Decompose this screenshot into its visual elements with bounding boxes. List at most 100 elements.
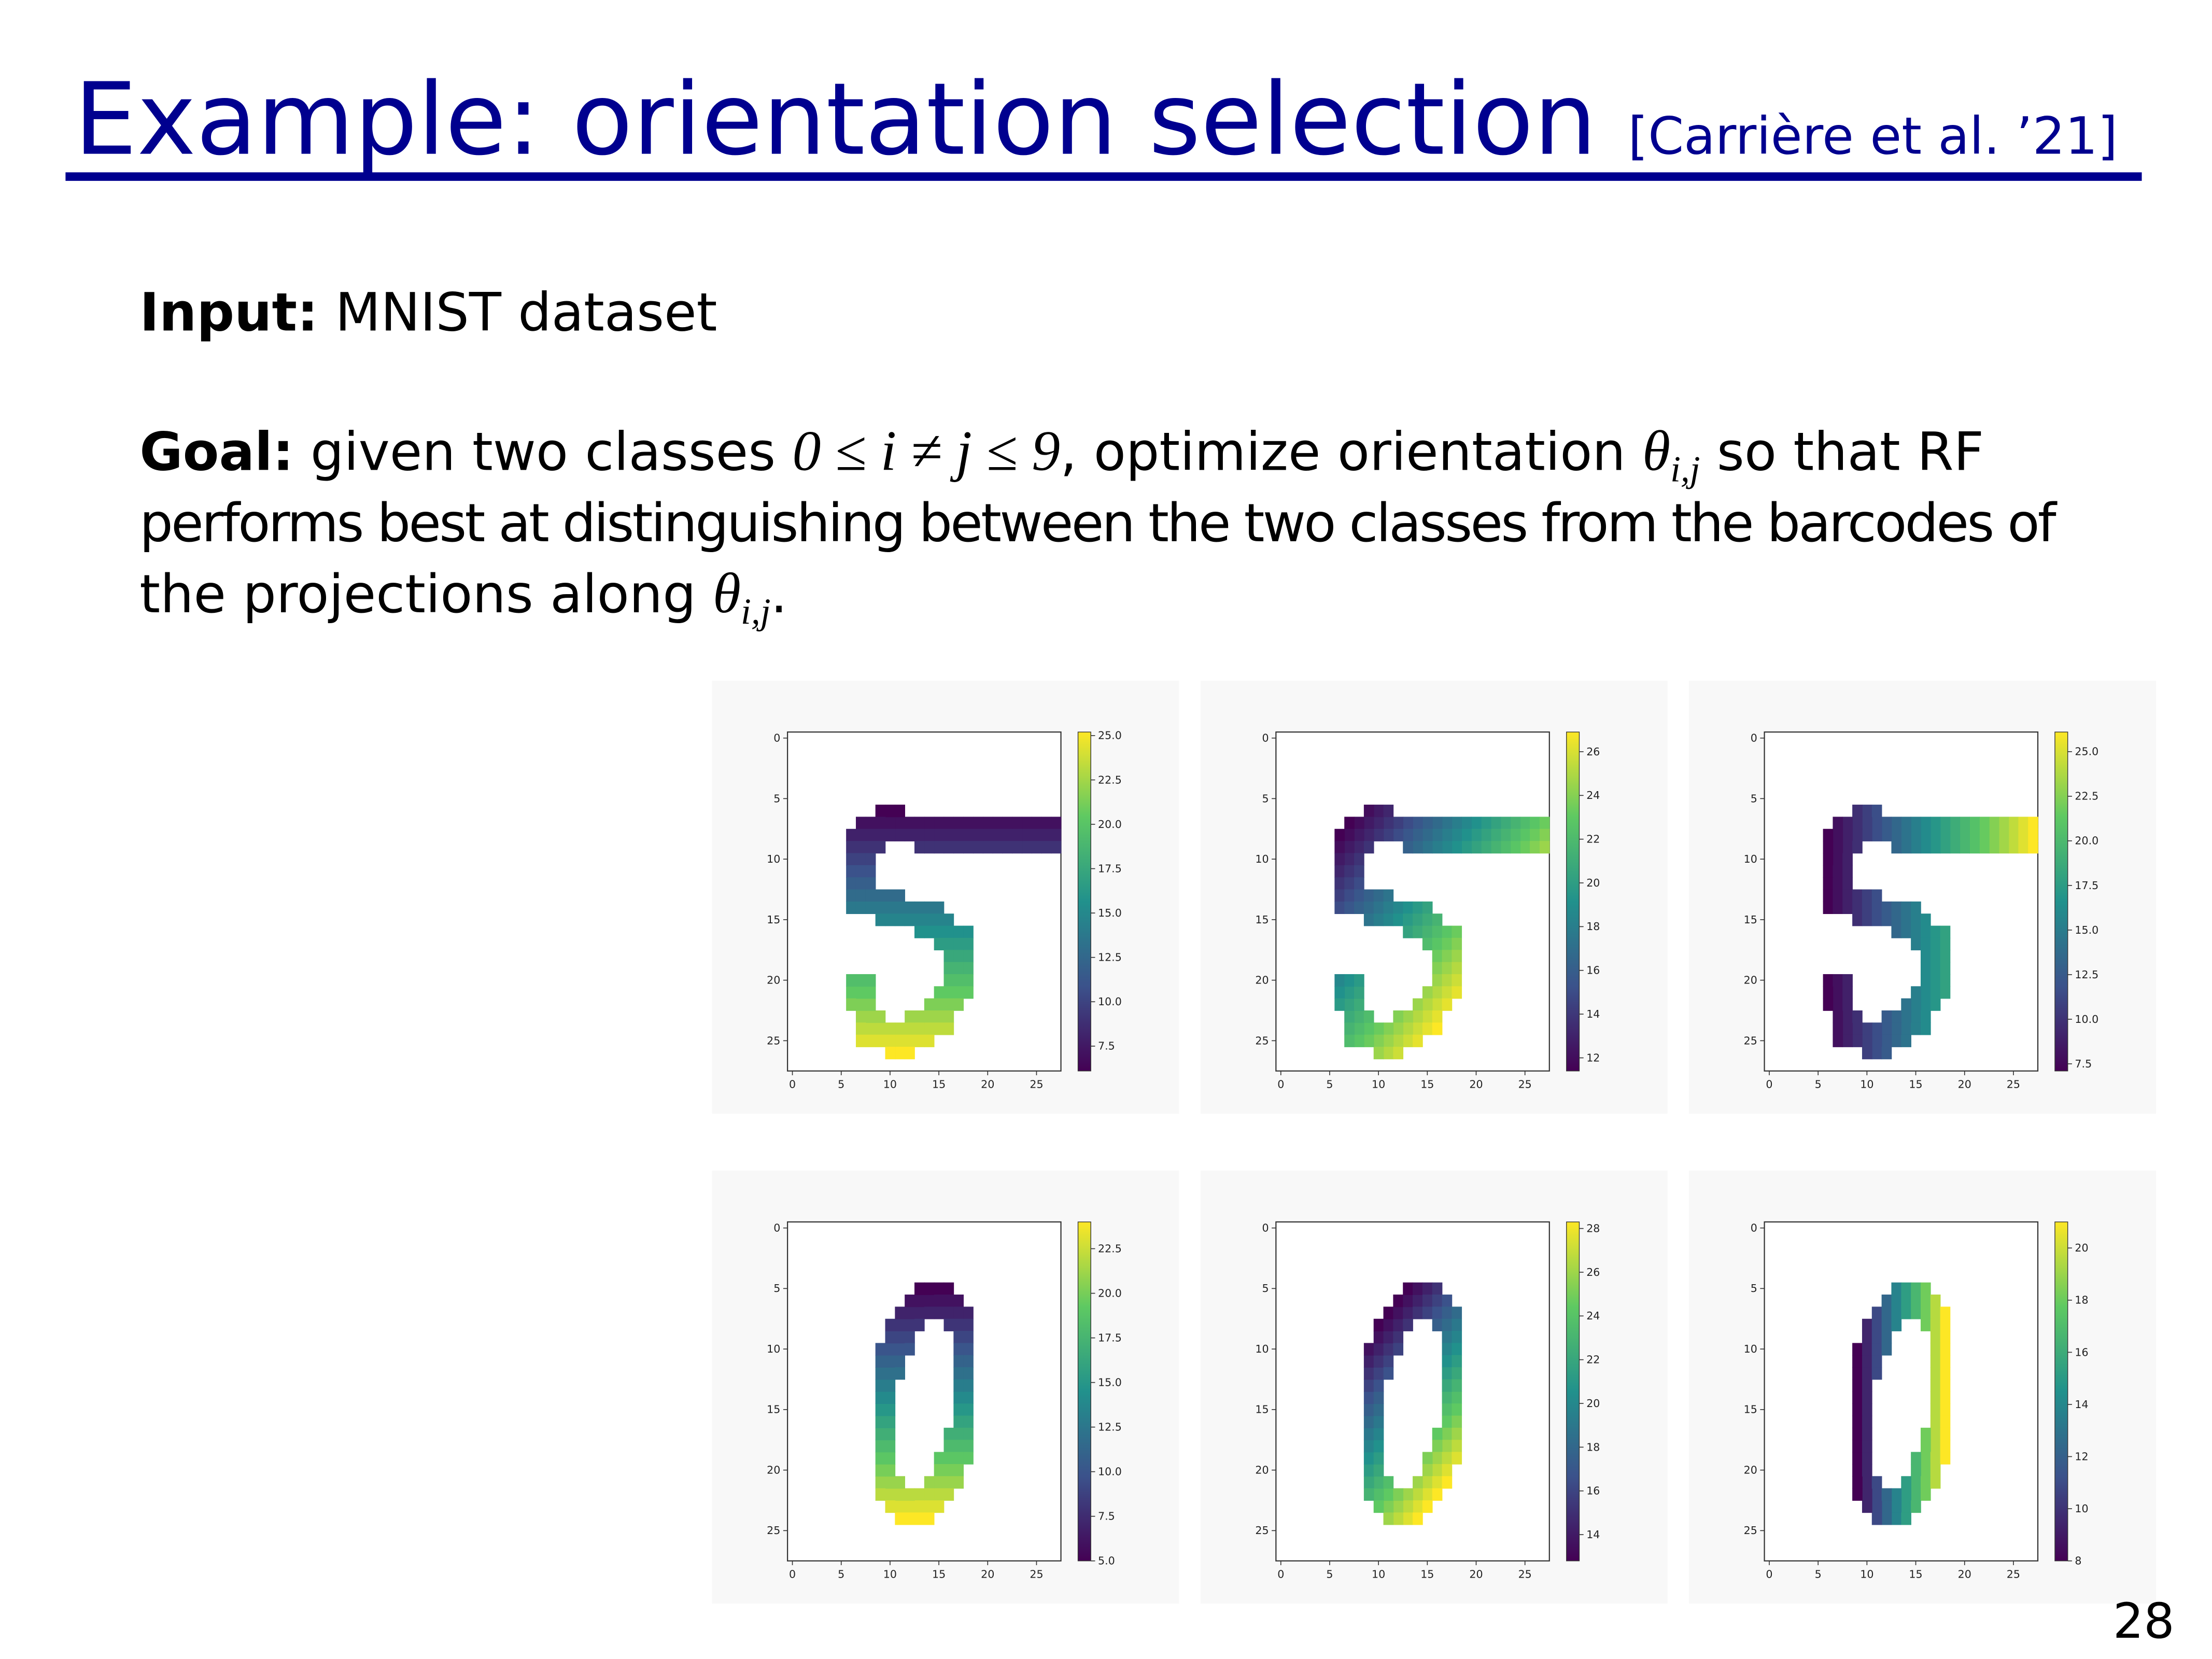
pixel bbox=[1833, 817, 1843, 830]
pixel bbox=[1930, 1318, 1941, 1331]
pixel bbox=[846, 841, 856, 854]
pixel bbox=[895, 805, 905, 818]
pixel bbox=[1862, 1415, 1872, 1428]
y-tick-label: 25 bbox=[1744, 1524, 1757, 1537]
pixel bbox=[1940, 1306, 1951, 1319]
pixel bbox=[953, 828, 964, 841]
pixel bbox=[1940, 986, 1951, 999]
pixel bbox=[1363, 1343, 1374, 1356]
pixel bbox=[1442, 986, 1453, 999]
pixel bbox=[1383, 1500, 1394, 1513]
colorbar-tick-label: 20 bbox=[2075, 1242, 2088, 1254]
pixel bbox=[1940, 1355, 1951, 1368]
pixel bbox=[943, 1476, 954, 1489]
pixel bbox=[924, 1295, 935, 1307]
pixel bbox=[1383, 913, 1394, 926]
pixel bbox=[875, 841, 886, 854]
pixel bbox=[1871, 1367, 1882, 1380]
pixel bbox=[1901, 1295, 1911, 1307]
colorbar-tick-label: 15.0 bbox=[2075, 924, 2098, 936]
title: Example: orientation selection [Carrière … bbox=[74, 62, 2118, 178]
pixel bbox=[1940, 962, 1951, 975]
pixel bbox=[953, 998, 964, 1011]
pixel bbox=[1862, 1440, 1872, 1453]
pixel bbox=[1852, 1427, 1863, 1441]
pixel bbox=[875, 1034, 886, 1047]
colorbar-tick-label: 28 bbox=[1586, 1222, 1600, 1234]
pixel bbox=[1452, 1427, 1462, 1441]
input-text: MNIST dataset bbox=[335, 282, 717, 343]
pixel bbox=[1354, 828, 1364, 841]
pixel bbox=[895, 1022, 905, 1035]
colorbar-tick-label: 12 bbox=[2075, 1450, 2088, 1463]
pixel bbox=[924, 1282, 935, 1295]
pixel bbox=[1823, 901, 1834, 915]
pixel bbox=[1383, 889, 1394, 902]
y-tick-label: 15 bbox=[1255, 1403, 1269, 1416]
title-rule bbox=[65, 172, 2142, 181]
pixel bbox=[885, 913, 896, 926]
y-tick-label: 10 bbox=[1255, 1343, 1269, 1355]
pixel bbox=[885, 1047, 896, 1060]
pixel bbox=[1881, 1500, 1892, 1513]
pixel bbox=[1373, 817, 1384, 830]
pixel bbox=[1911, 1464, 1921, 1477]
pixel bbox=[1363, 1010, 1374, 1023]
pixel bbox=[1833, 828, 1843, 841]
pixel bbox=[865, 841, 876, 854]
pixel bbox=[953, 1379, 964, 1392]
pixel bbox=[885, 1452, 896, 1465]
pixel bbox=[1911, 828, 1921, 841]
pixel bbox=[1871, 1343, 1882, 1356]
pixel bbox=[1871, 1022, 1882, 1035]
pixel bbox=[1022, 828, 1032, 841]
pixel bbox=[1911, 1476, 1921, 1489]
pixel bbox=[1920, 1010, 1931, 1023]
pixel bbox=[1852, 889, 1863, 902]
pixel bbox=[1891, 1500, 1902, 1513]
colorbar-tick-label: 20 bbox=[1586, 877, 1600, 889]
pixel bbox=[846, 998, 856, 1011]
pixel bbox=[1852, 1343, 1863, 1356]
pixel bbox=[1344, 986, 1355, 999]
pixel bbox=[1363, 1391, 1374, 1404]
pixel bbox=[1422, 1282, 1433, 1295]
pixel bbox=[865, 986, 876, 999]
x-tick-label: 0 bbox=[789, 1568, 796, 1581]
pixel bbox=[895, 1500, 905, 1513]
pixel bbox=[1373, 828, 1384, 841]
pixel bbox=[875, 1367, 886, 1380]
pixel bbox=[1881, 913, 1892, 926]
goal-text: so that RF bbox=[1700, 421, 1984, 483]
pixel bbox=[1862, 1427, 1872, 1441]
pixel bbox=[1452, 1355, 1462, 1368]
pixel bbox=[1881, 1047, 1892, 1060]
goal-text: the projections along bbox=[139, 564, 713, 625]
pixel bbox=[1041, 841, 1052, 854]
pixel bbox=[1930, 1452, 1941, 1465]
x-tick-label: 20 bbox=[981, 1078, 994, 1091]
pixel bbox=[2028, 828, 2038, 841]
pixel bbox=[846, 986, 856, 999]
pixel bbox=[943, 817, 954, 830]
pixel bbox=[1901, 1488, 1911, 1501]
y-tick-label: 10 bbox=[1255, 853, 1269, 865]
y-tick-label: 5 bbox=[1262, 1282, 1269, 1295]
pixel bbox=[1393, 1343, 1404, 1356]
pixel bbox=[1403, 1295, 1413, 1307]
x-tick-label: 20 bbox=[1469, 1078, 1483, 1091]
colorbar-tick-label: 12.5 bbox=[2075, 968, 2098, 981]
pixel bbox=[1833, 1034, 1843, 1047]
pixel bbox=[1862, 1343, 1872, 1356]
pixel bbox=[914, 1295, 925, 1307]
pixel bbox=[1823, 877, 1834, 890]
pixel bbox=[1920, 1464, 1931, 1477]
pixel bbox=[924, 1488, 935, 1501]
pixel bbox=[914, 913, 925, 926]
pixel bbox=[1500, 817, 1511, 830]
pixel bbox=[1530, 841, 1540, 854]
x-tick-label: 25 bbox=[2007, 1078, 2020, 1091]
pixel bbox=[1920, 1295, 1931, 1307]
pixel bbox=[1979, 817, 1990, 830]
pixel bbox=[1403, 1512, 1413, 1525]
